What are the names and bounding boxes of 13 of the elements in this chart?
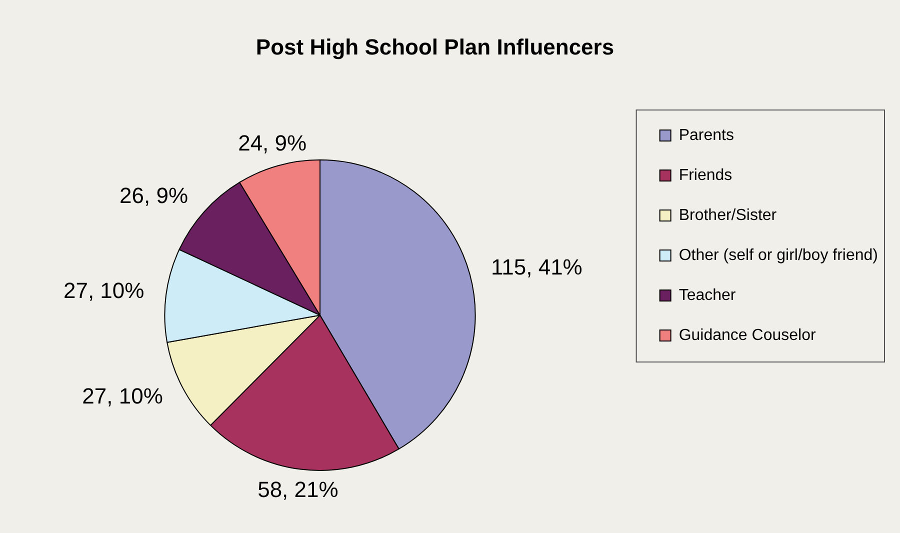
legend-label: Friends [678,166,732,184]
legend-label: Parents [678,126,734,144]
data-label: 58, 21% [258,477,338,502]
legend-label: Other (self or girl/boy friend) [678,246,878,264]
chart-title: Post High School Plan Influencers [256,34,614,60]
legend-label: Guidance Couselor [678,326,816,344]
data-label: 115, 41% [491,254,582,280]
legend-label: Brother/Sister [678,206,778,224]
data-label: 27, 10% [63,278,144,304]
legend-label: Teacher [678,286,736,304]
data-label: 26, 9% [120,182,188,208]
data-label: 24, 9% [238,130,307,156]
data-label: 27, 10% [82,383,163,408]
